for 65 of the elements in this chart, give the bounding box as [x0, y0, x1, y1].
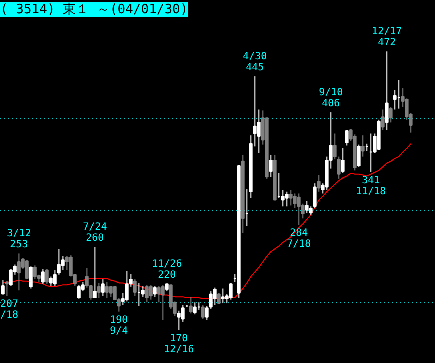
annotation: 4/30 445 [243, 52, 268, 74]
candlestick [305, 200, 309, 214]
candlestick [145, 284, 149, 304]
candlestick [10, 268, 13, 286]
candlestick [105, 282, 109, 298]
candlestick [381, 109, 385, 131]
candlestick [345, 130, 349, 146]
annotation: 341 11/18 [356, 176, 386, 198]
candlestick [45, 268, 49, 285]
candlestick [25, 260, 29, 280]
chart-title: ( 3514) 東１ ～(04/01/30) [0, 2, 188, 18]
candlestick [161, 284, 165, 321]
candlestick [77, 284, 81, 300]
candlestick [29, 266, 33, 290]
candlestick [153, 285, 157, 298]
candlestick [337, 156, 341, 180]
candlestick [333, 133, 337, 160]
candlestick [281, 190, 285, 208]
annotation: 3/12 253 [7, 228, 32, 251]
annotation: 190 9/4 [110, 314, 128, 337]
candlestick [157, 285, 161, 304]
candlestick [61, 256, 65, 271]
candlestick [17, 253, 21, 292]
candlestick [149, 284, 153, 300]
candlestick [125, 270, 129, 302]
candlestick [177, 310, 181, 331]
candlestick [213, 287, 217, 306]
candlestick [361, 135, 365, 158]
candlestick [229, 282, 233, 300]
candlestick [193, 302, 197, 316]
candlestick [385, 51, 389, 131]
candlestick [6, 280, 9, 297]
candlestick [41, 268, 45, 285]
annotation: 12/17 472 [372, 26, 402, 49]
candlestick [285, 191, 289, 208]
candlestick [49, 276, 53, 286]
candlestick [109, 285, 113, 298]
candlestick [189, 296, 193, 314]
candlestick [357, 144, 361, 168]
annotation: 170 12/16 [164, 333, 194, 356]
annotation: 207 /18 [0, 299, 19, 322]
candlestick [133, 279, 137, 297]
candlestick [201, 304, 205, 320]
candlestick [93, 246, 97, 298]
candlestick [101, 279, 105, 297]
candlestick [33, 265, 37, 280]
candlestick [97, 282, 101, 298]
candlestick [341, 148, 345, 174]
candlestick [221, 288, 225, 304]
candlestick [53, 270, 57, 286]
candlestick [317, 174, 321, 192]
annotation: 11/26 220 [152, 259, 182, 282]
candlestick [389, 106, 393, 124]
candlestick [257, 109, 261, 154]
candlestick [141, 285, 145, 298]
candlestick [289, 190, 293, 206]
candlestick [313, 183, 317, 209]
candlestick [269, 154, 273, 178]
candlestick [2, 280, 5, 295]
candlestick [181, 304, 185, 322]
annotation: 9/10 406 [319, 88, 344, 110]
candlestick [297, 193, 301, 226]
annotation: 7/24 260 [83, 222, 108, 244]
candlestick [57, 248, 61, 276]
candlestick [217, 292, 221, 305]
